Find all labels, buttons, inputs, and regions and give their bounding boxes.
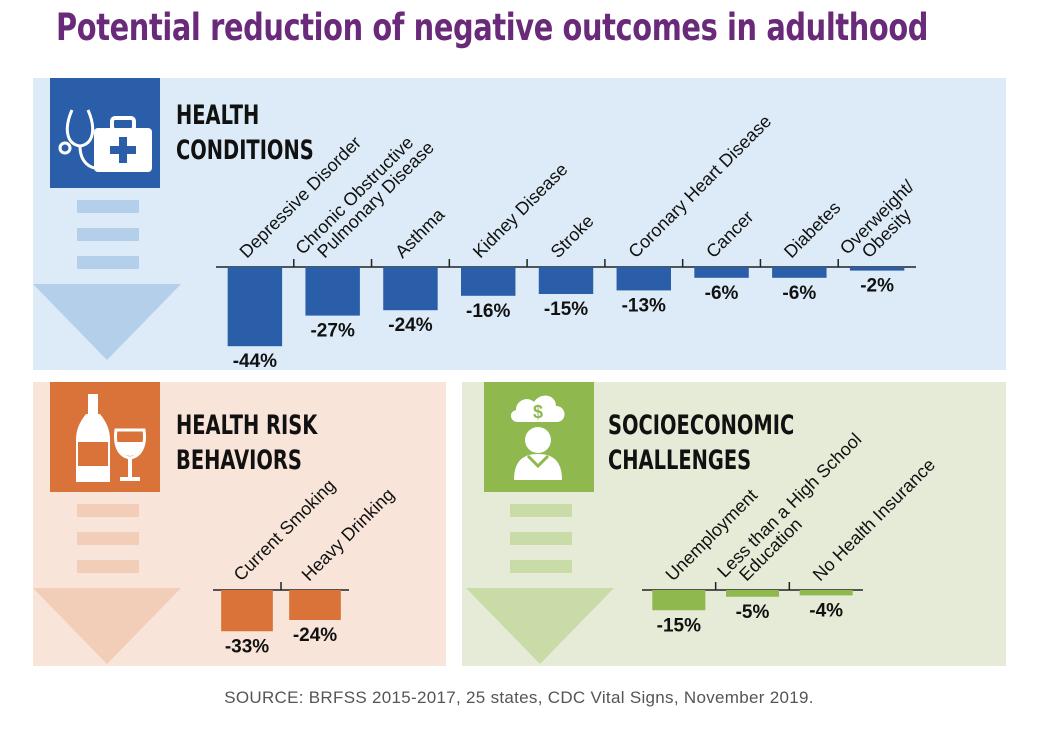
health-category-label: Asthma — [391, 204, 449, 262]
socio-bar — [799, 590, 853, 596]
health-conditions-chart: -44%Depressive Disorder-27%Chronic Obstr… — [216, 111, 931, 370]
health-value-label: -44% — [233, 351, 277, 370]
health-value-label: -6% — [705, 283, 739, 304]
health-bar — [461, 267, 516, 296]
risk-value-label: -24% — [293, 625, 337, 646]
risk-bar — [289, 590, 341, 620]
stethoscope-medical-kit-icon — [50, 78, 160, 188]
health-category-label-line: Stroke — [547, 211, 598, 262]
page-title: Potential reduction of negative outcomes… — [56, 6, 929, 49]
health-bar — [305, 267, 360, 316]
health-bar — [383, 267, 438, 311]
health-value-label: -15% — [544, 299, 588, 320]
health-category-label-line: Coronary Heart Disease — [624, 111, 775, 262]
health-category-label: Stroke — [547, 211, 598, 262]
health-category-label-line: Cancer — [702, 207, 757, 262]
socio-value-label: -5% — [736, 602, 770, 623]
health-heading-line1: HEALTH — [176, 100, 260, 131]
health-value-label: -24% — [388, 315, 432, 336]
health-conditions-panel: HEALTH CONDITIONS -44% Depressive Disorde… — [33, 78, 1006, 370]
health-risk-behaviors-panel: HEALTH RISK BEHAVIORS -33% Current Smokin… — [33, 382, 446, 666]
person-money-cloud-icon: $ — [484, 382, 594, 492]
health-bar — [772, 267, 827, 278]
health-value-label: -13% — [622, 295, 666, 316]
svg-text:$: $ — [533, 402, 543, 422]
health-bar — [694, 267, 749, 278]
health-bar — [227, 267, 283, 347]
risk-heading-line2: BEHAVIORS — [176, 445, 302, 476]
health-category-label: Cancer — [702, 207, 757, 262]
health-bar — [849, 267, 905, 271]
health-value-label: -6% — [782, 283, 816, 304]
health-category-label: Diabetes — [780, 197, 844, 261]
socio-value-label: -4% — [809, 600, 843, 621]
socio-heading-line2: CHALLENGES — [608, 445, 752, 476]
socio-down-arrow-icon — [466, 504, 614, 664]
health-category-label: Overweight/Obesity — [836, 176, 931, 271]
socio-bar — [652, 590, 706, 611]
health-category-label-line: Asthma — [391, 204, 449, 262]
source-note: SOURCE: BRFSS 2015-2017, 25 states, CDC … — [224, 688, 814, 707]
health-category-label: Coronary Heart Disease — [624, 111, 775, 262]
risk-down-arrow-icon — [33, 504, 181, 664]
socio-value-label: -15% — [657, 615, 701, 636]
health-risk-behaviors-chart: -33%Current Smoking-24%Heavy Drinking — [213, 475, 398, 657]
health-bar — [616, 267, 671, 291]
socioeconomic-challenges-panel: $ SOCIOECONOMIC CHALLENGES -15% Unemploym… — [462, 382, 1006, 666]
wine-bottle-glass-icon — [50, 382, 160, 492]
health-value-label: -27% — [310, 321, 354, 342]
health-down-arrow-icon — [33, 200, 181, 360]
socioeconomic-challenges-chart: -15%Unemployment-5%Less than a High Scho… — [642, 429, 939, 636]
health-value-label: -2% — [860, 276, 894, 297]
health-heading-line2: CONDITIONS — [176, 135, 314, 166]
risk-value-label: -33% — [225, 636, 269, 657]
health-category-label-line: Diabetes — [780, 197, 844, 261]
socio-bar — [725, 590, 780, 597]
health-bar — [538, 267, 594, 294]
socio-heading-line1: SOCIOECONOMIC — [608, 410, 795, 441]
risk-bar — [221, 590, 273, 632]
risk-heading-line1: HEALTH RISK — [176, 410, 318, 441]
health-value-label: -16% — [466, 301, 510, 322]
